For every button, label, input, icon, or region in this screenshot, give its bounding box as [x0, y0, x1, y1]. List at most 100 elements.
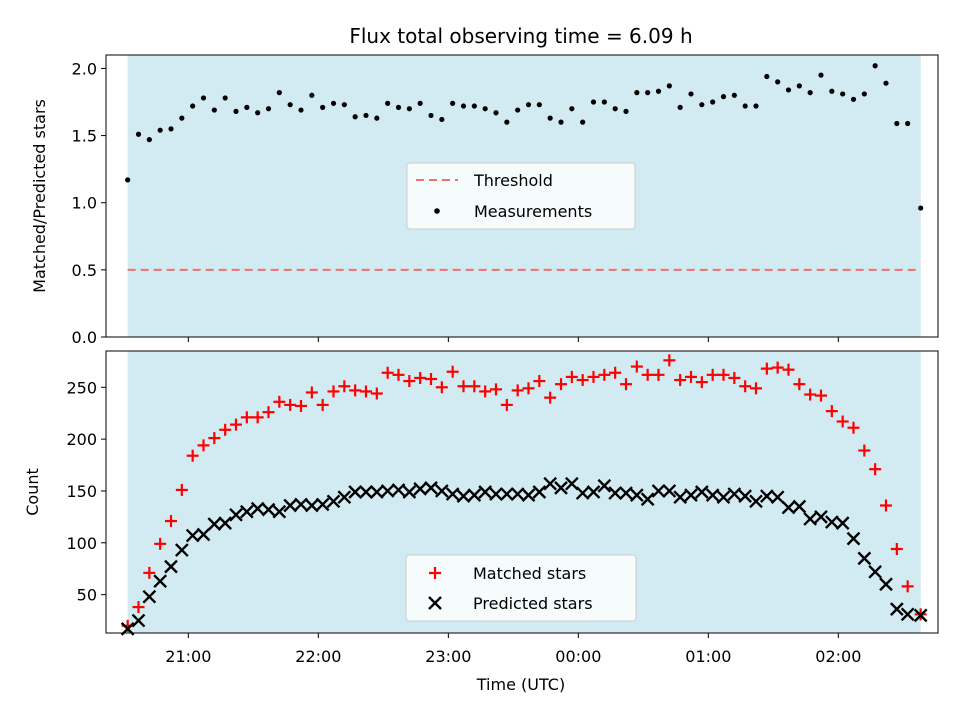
- matched-star-marker: [511, 384, 524, 397]
- predicted-star-marker: [619, 486, 633, 500]
- matched-star-marker: [533, 375, 546, 388]
- matched-star-marker: [641, 368, 654, 381]
- measurement-point: [320, 104, 326, 110]
- count-axes-frame: [105, 350, 939, 634]
- measurement-point: [883, 80, 889, 86]
- predicted-star-marker: [402, 485, 417, 499]
- matched-star-marker: [587, 370, 600, 383]
- measurement-point: [688, 91, 694, 97]
- measurement-point: [233, 108, 239, 114]
- predicted-star-marker: [326, 494, 341, 509]
- matched-star-marker: [240, 411, 253, 424]
- predicted-star-marker: [554, 481, 568, 495]
- legend-threshold-label: Threshold: [473, 171, 553, 190]
- measurement-point: [309, 92, 315, 98]
- matched-star-marker: [132, 601, 145, 614]
- matched-star-marker: [706, 368, 719, 381]
- matched-star-marker: [381, 366, 394, 379]
- x-tick-label: 22:00: [295, 647, 341, 666]
- chart-title: Flux total observing time = 6.09 h: [349, 24, 692, 48]
- legend-matched-marker: [429, 567, 441, 579]
- predicted-star-marker: [196, 527, 211, 542]
- predicted-star-marker: [824, 515, 839, 529]
- measurement-point: [829, 88, 835, 94]
- predicted-star-marker: [868, 564, 883, 579]
- predicted-star-marker: [424, 481, 438, 495]
- matched-star-marker: [674, 374, 687, 387]
- predicted-star-marker: [738, 489, 753, 503]
- measurement-point: [918, 205, 924, 211]
- matched-star-marker: [457, 380, 470, 393]
- predicted-star-marker: [131, 613, 146, 628]
- measurement-point: [569, 106, 575, 112]
- measurement-point: [710, 99, 716, 105]
- matched-star-marker: [392, 368, 405, 381]
- matched-star-marker: [262, 406, 275, 419]
- y-tick-label: 150: [66, 482, 97, 501]
- matched-star-marker: [565, 370, 578, 383]
- measurement-point: [666, 83, 672, 89]
- matched-star-marker: [760, 362, 773, 375]
- count-y-axis-label: Count: [23, 468, 42, 516]
- matched-star-marker: [349, 384, 362, 397]
- legend-predicted-label: Predicted stars: [473, 594, 593, 613]
- count-panel: 50 100 150 200 250 21:00 22:00 23:00 00:00 01:00…: [23, 350, 939, 694]
- matched-star-marker: [414, 371, 427, 384]
- matched-star-marker: [717, 368, 730, 381]
- matched-star-marker: [771, 361, 784, 374]
- matched-star-marker: [435, 381, 448, 394]
- matched-star-marker: [598, 368, 611, 381]
- y-tick-label: 2.0: [72, 59, 97, 78]
- predicted-star-marker: [749, 494, 763, 509]
- predicted-star-marker: [684, 488, 698, 502]
- predicted-star-marker: [564, 476, 579, 491]
- count-legend-box: [405, 554, 637, 622]
- predicted-star-marker: [543, 476, 558, 491]
- measurement-point: [601, 99, 607, 105]
- matched-star-marker: [284, 398, 297, 411]
- matched-star-marker: [609, 366, 622, 379]
- matched-star-marker: [869, 463, 882, 476]
- predicted-star-marker: [185, 528, 200, 543]
- predicted-star-marker: [900, 607, 915, 622]
- matched-star-marker: [544, 391, 557, 404]
- measurement-point: [200, 95, 207, 101]
- measurement-point: [699, 102, 705, 108]
- predicted-star-markers: [120, 476, 928, 636]
- matched-star-marker: [154, 537, 167, 550]
- measurement-point: [125, 177, 131, 183]
- predicted-star-marker: [597, 478, 612, 493]
- matched-star-marker: [490, 383, 502, 396]
- matched-star-marker: [858, 444, 871, 457]
- matched-star-marker: [219, 423, 232, 436]
- predicted-star-marker: [781, 500, 796, 515]
- measurement-point: [731, 92, 737, 98]
- predicted-star-marker: [315, 497, 330, 512]
- x-tick-label: 21:00: [165, 647, 211, 666]
- matched-star-marker: [793, 378, 806, 391]
- y-tick-label: 0.5: [72, 261, 97, 280]
- matched-star-marker: [186, 449, 199, 462]
- measurement-point: [374, 115, 380, 121]
- matched-star-marker: [500, 398, 513, 411]
- matched-star-marker: [251, 411, 264, 424]
- measurement-point: [135, 131, 142, 137]
- predicted-star-marker: [348, 485, 363, 499]
- matched-star-marker: [522, 382, 535, 395]
- measurement-point: [146, 137, 152, 143]
- ratio-legend: Threshold Measurements: [406, 162, 636, 230]
- matched-star-marker: [230, 418, 242, 431]
- legend-matched-label: Matched stars: [473, 564, 586, 583]
- measurement-point: [428, 112, 434, 119]
- measurement-point: [385, 100, 391, 106]
- y-tick-label: 50: [77, 586, 97, 605]
- ratio-x-ticks: [187, 337, 839, 342]
- predicted-star-marker: [640, 492, 655, 507]
- measurement-point: [645, 90, 651, 96]
- measurement-point: [753, 103, 759, 109]
- count-x-ticks: 21:00 22:00 23:00 00:00 01:00 02:00: [165, 633, 861, 666]
- measurement-point: [861, 91, 867, 97]
- matched-star-marker: [316, 398, 329, 411]
- matched-star-marker: [479, 385, 492, 398]
- matched-star-marker: [836, 415, 849, 428]
